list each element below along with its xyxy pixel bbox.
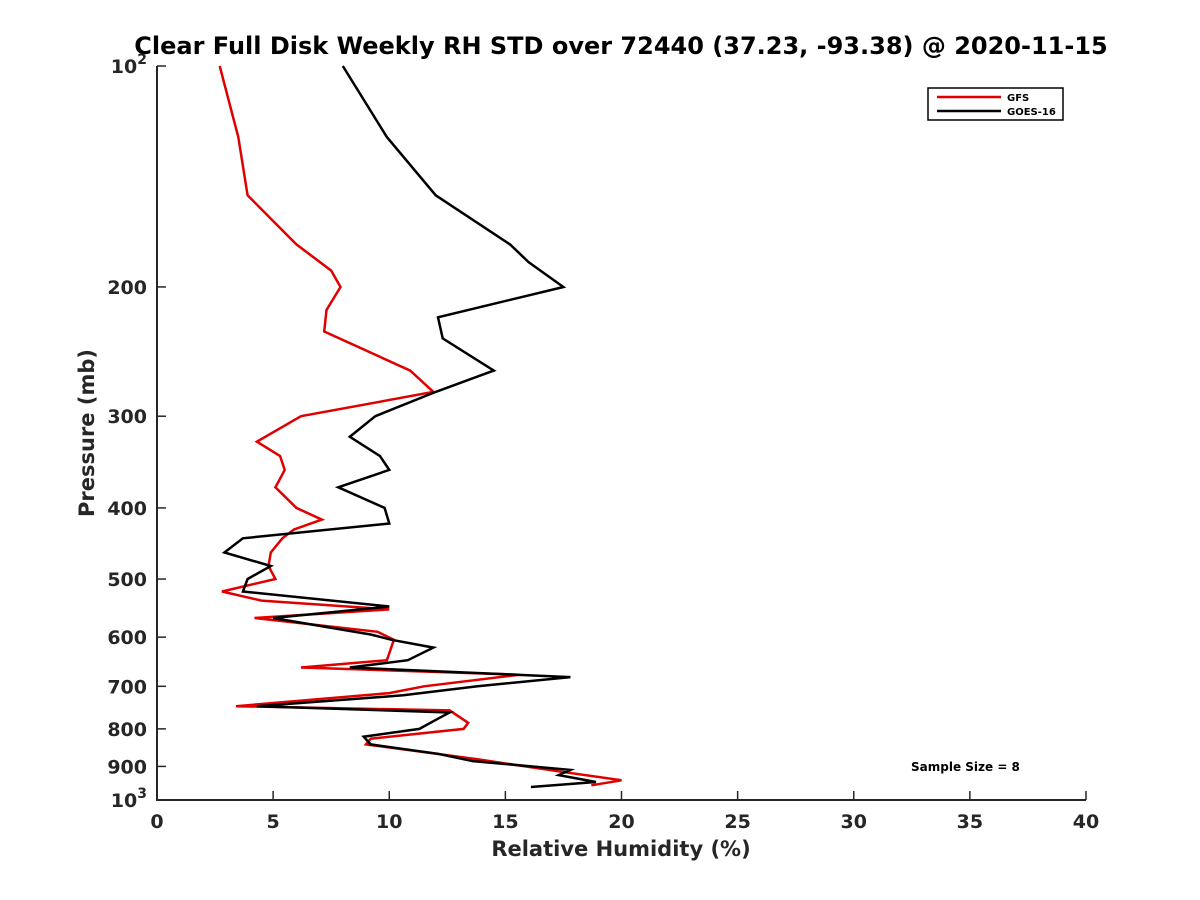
y-tick-label: 900 [107, 756, 147, 778]
sample-size-annotation: Sample Size = 8 [911, 760, 1020, 774]
x-tick-label: 40 [1073, 811, 1099, 833]
y-tick-label: 600 [107, 627, 147, 649]
y-tick-label: 103 [111, 786, 147, 812]
x-tick-label: 25 [724, 811, 750, 833]
series-line-goes-16 [221, 65, 597, 789]
x-axis-ticks: 0 5 10 15 20 25 30 35 40 [150, 791, 1099, 833]
y-tick-label: 500 [107, 569, 147, 591]
x-tick-label: 30 [841, 811, 867, 833]
y-tick-label: 800 [107, 719, 147, 741]
x-axis-label: Relative Humidity (%) [491, 837, 750, 861]
y-tick-label: 102 [111, 52, 147, 78]
chart-title: Clear Full Disk Weekly RH STD over 72440… [134, 32, 1107, 60]
legend-label-gfs: GFS [1007, 93, 1029, 104]
x-tick-label: 20 [608, 811, 634, 833]
series-line-gfs [218, 65, 622, 787]
legend-box [927, 87, 1064, 121]
y-tick-label: 200 [107, 277, 147, 299]
y-tick-label: 700 [107, 676, 147, 698]
legend: GFS GOES-16 [927, 87, 1064, 121]
x-tick-label: 10 [376, 811, 402, 833]
x-tick-label: 15 [492, 811, 518, 833]
y-axis-label: Pressure (mb) [75, 349, 99, 517]
legend-label-goes-16: GOES-16 [1007, 107, 1056, 118]
series-lines [218, 65, 622, 789]
x-tick-label: 5 [267, 811, 280, 833]
x-tick-label: 0 [150, 811, 163, 833]
y-tick-label: 300 [107, 406, 147, 428]
y-axis-ticks: 102 200 300 400 500 600 700 800 900 103 [107, 52, 166, 812]
y-tick-label: 400 [107, 498, 147, 520]
x-tick-label: 35 [957, 811, 983, 833]
